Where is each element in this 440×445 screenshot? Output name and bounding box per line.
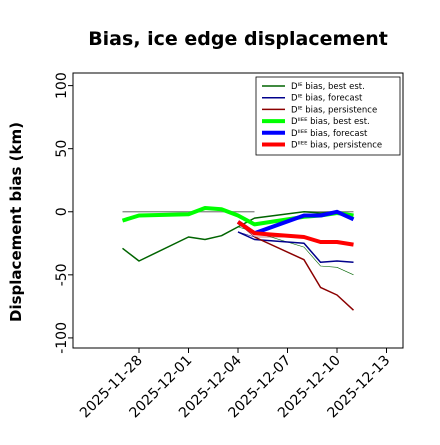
y-axis: 100 50 0 -50 -100 xyxy=(54,72,73,354)
series-line-6 xyxy=(236,220,354,247)
connector-line-1 xyxy=(237,226,354,276)
legend-label-2: Dᴵᴱ bias, forecast xyxy=(291,94,363,104)
series-line-2 xyxy=(237,231,354,263)
legend-box xyxy=(255,76,401,156)
legend: Dᴵᴱ bias, best est. Dᴵᴱ bias, forecastDᴵᴱ… xyxy=(255,76,401,156)
legend-label-3: Dᴵᴱ bias, persistence xyxy=(291,105,377,115)
legend-label-4: Dᴵᴵᴱᴱ bias, best est. xyxy=(291,117,370,127)
legend-label-5: Dᴵᴵᴱᴱ bias, forecast xyxy=(291,129,368,139)
series-line-1 xyxy=(122,211,354,262)
y-tick-label: -100 xyxy=(54,322,70,354)
y-tick-label: 100 xyxy=(54,72,70,99)
series-layer xyxy=(121,206,355,311)
chart-title: Bias, ice edge displacement xyxy=(88,28,388,50)
x-axis: 2025-11-282025-12-012025-12-042025-12-07… xyxy=(77,348,393,421)
legend-label-6: Dᴵᴵᴱᴱ bias, persistence xyxy=(291,141,382,151)
legend-label-1: Dᴵᴱ bias, best est. xyxy=(291,82,365,92)
y-tick-label: 50 xyxy=(54,140,70,158)
y-tick-label: 0 xyxy=(54,207,70,216)
y-tick-label: -50 xyxy=(54,263,70,286)
y-axis-label: Displacement bias (km) xyxy=(7,122,25,322)
series-line-3 xyxy=(254,236,355,311)
